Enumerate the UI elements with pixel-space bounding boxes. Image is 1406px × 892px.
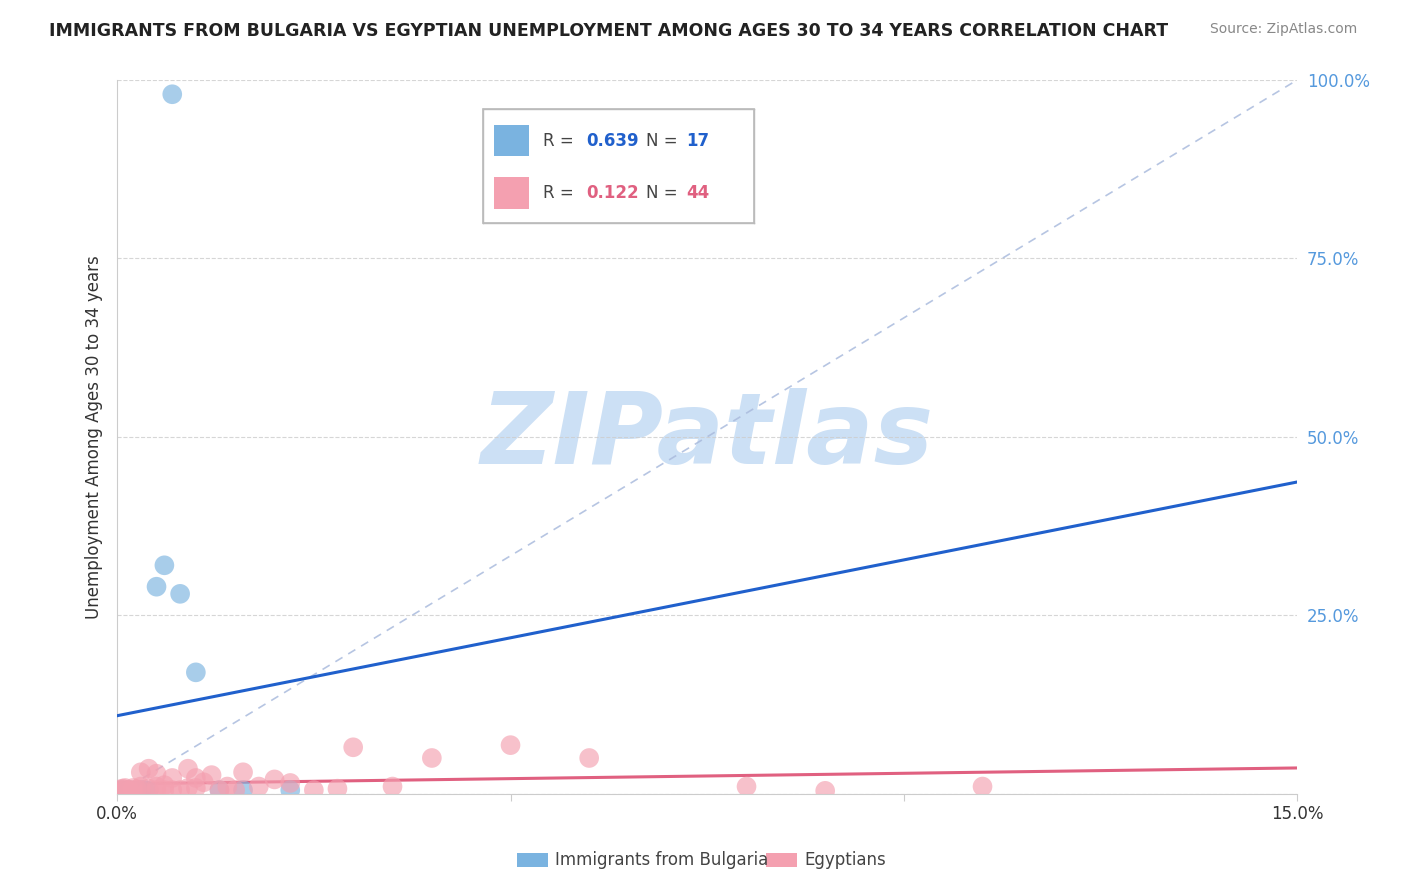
Point [134,783,156,797]
Point [735,780,758,794]
Point [193,775,215,789]
Point [247,780,270,794]
Point [578,751,600,765]
Point [208,783,231,797]
Point [125,784,148,798]
Point [420,751,443,765]
Point [184,771,207,785]
Point [122,783,145,797]
Point [224,783,246,797]
Point [162,771,184,785]
Point [814,784,837,798]
Text: Egyptians: Egyptians [804,851,886,869]
Point [184,665,207,680]
Point [153,778,176,792]
Point [129,780,152,794]
Point [972,780,994,794]
Point [162,87,184,102]
Point [153,783,176,797]
Text: IMMIGRANTS FROM BULGARIA VS EGYPTIAN UNEMPLOYMENT AMONG AGES 30 TO 34 YEARS CORR: IMMIGRANTS FROM BULGARIA VS EGYPTIAN UNE… [49,22,1168,40]
Y-axis label: Unemployment Among Ages 30 to 34 years: Unemployment Among Ages 30 to 34 years [86,255,103,619]
Point [129,783,152,797]
Point [232,765,254,780]
Point [145,780,167,794]
Point [129,765,152,780]
Point [125,782,148,797]
Point [326,781,349,796]
Point [263,772,285,787]
Point [145,766,167,780]
Point [129,784,152,798]
Text: ZIPatlas: ZIPatlas [481,388,934,485]
Point [153,558,176,573]
Point [278,776,301,790]
Point [138,784,160,798]
Point [217,780,239,794]
Point [138,781,160,796]
Point [145,783,167,797]
Point [122,784,145,798]
Point [381,780,404,794]
Point [232,783,254,797]
Point [200,768,222,782]
Point [110,783,132,797]
Point [129,783,152,797]
Text: Immigrants from Bulgaria: Immigrants from Bulgaria [555,851,769,869]
Point [122,780,145,795]
Point [138,762,160,776]
Point [169,783,191,797]
Point [302,783,325,797]
Point [108,783,131,797]
Point [208,783,231,797]
Point [162,783,184,797]
Point [114,782,136,797]
Point [145,580,167,594]
Point [177,780,200,795]
Point [177,762,200,776]
Point [114,780,136,795]
Point [118,783,141,797]
Point [114,784,136,798]
Point [278,783,301,797]
Point [499,738,522,752]
Point [184,780,207,795]
Point [118,783,141,797]
Point [111,781,134,796]
Point [169,587,191,601]
Point [342,740,364,755]
Text: Source: ZipAtlas.com: Source: ZipAtlas.com [1209,22,1357,37]
